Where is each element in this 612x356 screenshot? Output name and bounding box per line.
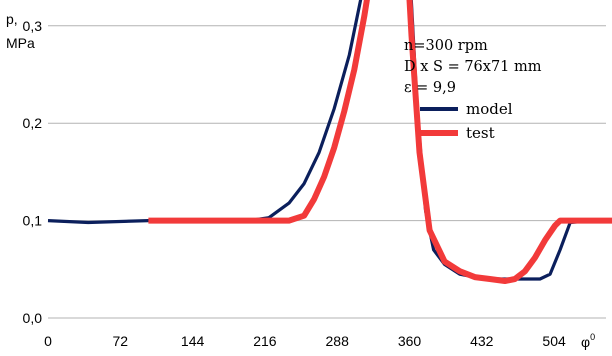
x-tick-label: 72	[113, 333, 129, 349]
y-tick-label: 0,3	[23, 18, 43, 34]
x-tick-label: 288	[326, 333, 350, 349]
x-axis-symbol: φ	[581, 334, 590, 350]
legend: model test	[420, 100, 513, 142]
y-tick-label: 0,2	[23, 115, 43, 131]
x-tick-label: 432	[470, 333, 494, 349]
x-tick-label: 504	[542, 333, 566, 349]
y-tick-labels: 0,00,10,20,30,40,5	[23, 18, 43, 326]
legend-label-test: test	[466, 124, 495, 142]
legend-label-model: model	[466, 100, 513, 118]
y-tick-label: 0,1	[23, 213, 43, 229]
x-tick-label: 360	[398, 333, 422, 349]
annotation-box: n=300 rpm D x S = 76x71 mm ε = 9,9	[404, 38, 542, 96]
x-tick-label: 0	[44, 333, 52, 349]
series-lines	[47, 0, 612, 284]
y-axis-unit: MPa	[6, 35, 35, 51]
annotation-bore-stroke: D x S = 76x71 mm	[404, 59, 542, 75]
x-axis-label: φ0	[581, 332, 595, 350]
y-tick-label: 0,0	[23, 310, 43, 326]
series-line-test	[148, 0, 612, 284]
annotation-speed: n=300 rpm	[404, 38, 488, 54]
annotation-compression: ε = 9,9	[404, 80, 456, 96]
y-axis-symbol: p,	[6, 11, 18, 27]
x-tick-label: 216	[253, 333, 277, 349]
series-line-model	[47, 0, 612, 281]
x-tick-label: 144	[181, 333, 205, 349]
x-axis-unit: 0	[590, 332, 595, 342]
x-tick-labels: 072144216288360432504576648	[44, 333, 566, 349]
